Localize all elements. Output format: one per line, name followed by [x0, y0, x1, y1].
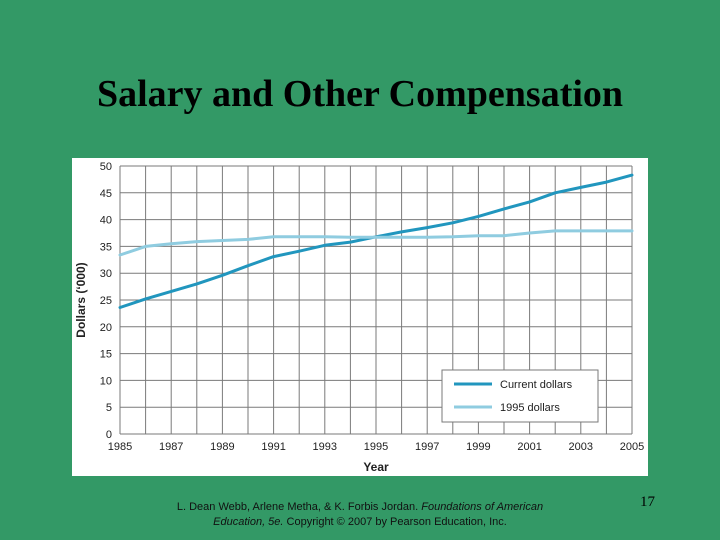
- y-tick-label: 15: [100, 349, 112, 361]
- y-tick-label: 5: [106, 402, 112, 414]
- footer-citation: L. Dean Webb, Arlene Metha, & K. Forbis …: [150, 500, 570, 530]
- x-tick-label: 1991: [261, 441, 285, 453]
- x-tick-label: 2005: [620, 441, 644, 453]
- y-tick-label: 0: [106, 429, 112, 441]
- chart: 0 5 10 15 20 25 30 35 40 45 50 1985 1987 1989 1991 1993…: [72, 158, 648, 476]
- citation-authors: L. Dean Webb, Arlene Metha, & K. Forbis …: [176, 501, 422, 513]
- x-tick-label: 1995: [364, 441, 388, 453]
- x-tick-label: 1987: [159, 441, 183, 453]
- axis-ticks: 0 5 10 15 20 25 30 35 40 45 50 1985 1987 1989 1991 1993…: [100, 161, 644, 453]
- slide-title: Salary and Other Compensation: [96, 73, 624, 115]
- page-number: 17: [640, 494, 655, 510]
- legend-label: 1995 dollars: [500, 402, 560, 414]
- y-tick-label: 50: [100, 161, 112, 173]
- y-tick-label: 20: [100, 322, 112, 334]
- y-axis-label: Dollars (‘000): [74, 262, 88, 337]
- series-line-2: [118, 229, 634, 257]
- x-axis-label: Year: [363, 460, 389, 474]
- y-tick-label: 40: [100, 215, 112, 227]
- x-tick-label: 2003: [569, 441, 593, 453]
- citation-title: Foundations of American Education, 5e.: [213, 501, 544, 528]
- citation-rights: Copyright © 2007 by Pearson Education, I…: [283, 516, 507, 528]
- legend: Current dollars 1995 dollars: [441, 369, 599, 423]
- y-tick-label: 25: [100, 295, 112, 307]
- series-lines: [118, 173, 634, 309]
- x-tick-label: 2001: [517, 441, 541, 453]
- x-tick-label: 1985: [108, 441, 132, 453]
- y-tick-label: 10: [100, 375, 112, 387]
- y-tick-label: 45: [100, 188, 112, 200]
- chart-background: [72, 158, 648, 476]
- legend-box: [441, 369, 599, 423]
- legend-label: Current dollars: [500, 379, 573, 391]
- line-chart: 0 5 10 15 20 25 30 35 40 45 50 1985 1987 1989 1991 1993…: [72, 158, 648, 476]
- x-tick-label: 1997: [415, 441, 439, 453]
- x-tick-label: 1999: [466, 441, 490, 453]
- x-tick-label: 1989: [210, 441, 234, 453]
- y-tick-label: 30: [100, 268, 112, 280]
- y-tick-label: 35: [100, 241, 112, 253]
- x-tick-label: 1993: [313, 441, 337, 453]
